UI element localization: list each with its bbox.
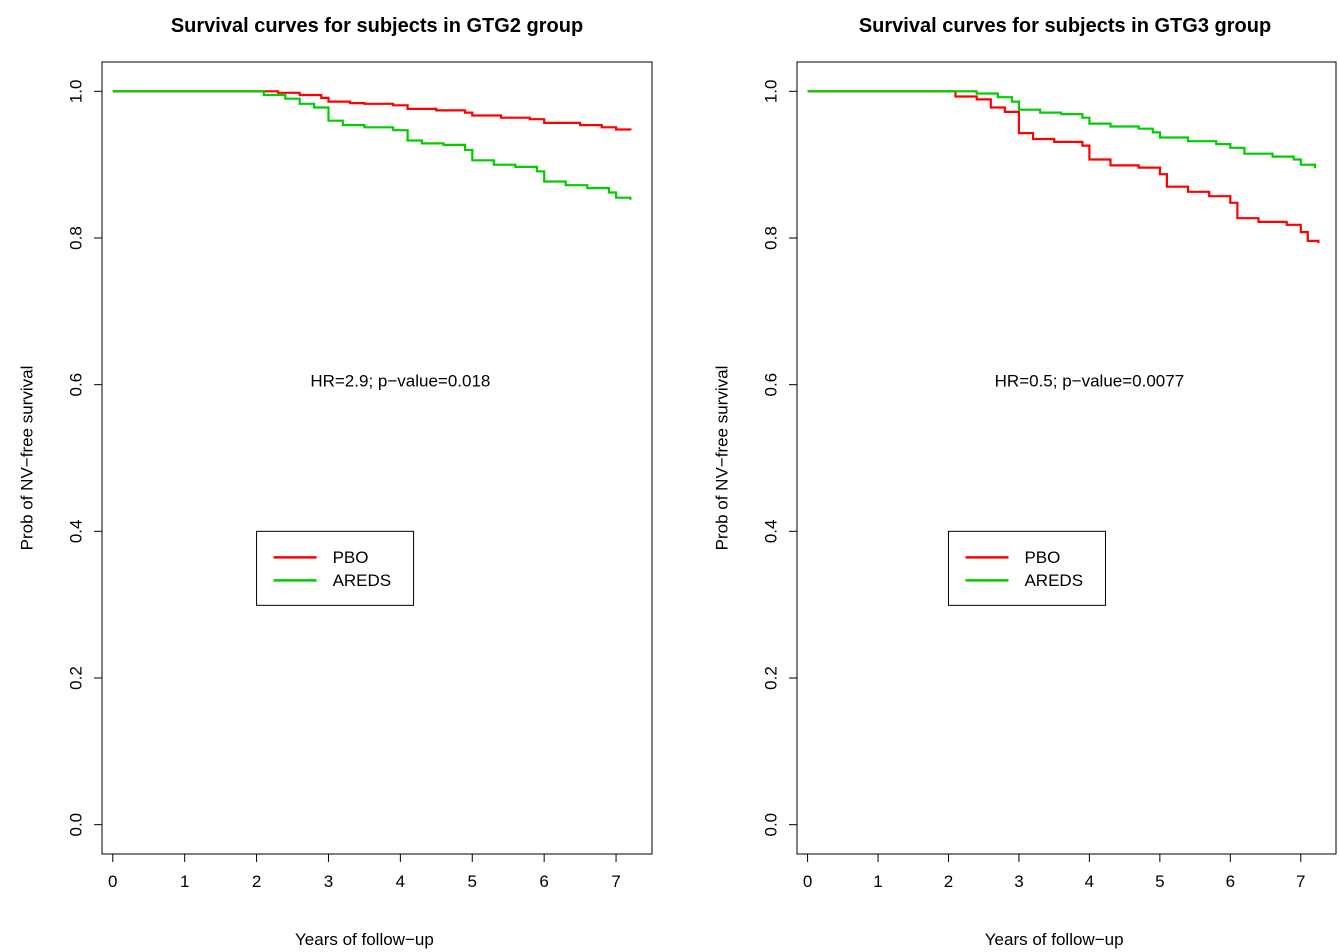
series-line-areds — [807, 90, 1316, 169]
x-tick-label: 4 — [1085, 872, 1094, 891]
y-tick-label: 0.4 — [762, 520, 781, 544]
legend-label: AREDS — [333, 571, 392, 590]
x-tick-label: 2 — [944, 872, 953, 891]
y-axis-title: Prob of NV−free survival — [18, 366, 37, 551]
annotation: HR=0.5; p−value=0.0077 — [995, 372, 1185, 391]
y-tick-label: 0.6 — [67, 373, 86, 397]
legend-label: PBO — [1024, 548, 1060, 567]
y-tick-label: 0.0 — [67, 813, 86, 837]
y-tick-label: 1.0 — [67, 80, 86, 104]
y-tick-label: 0.2 — [762, 666, 781, 690]
y-tick-label: 1.0 — [762, 80, 781, 104]
x-tick-label: 3 — [324, 872, 333, 891]
legend-box — [256, 530, 415, 606]
x-tick-label: 1 — [873, 872, 882, 891]
x-tick-label: 4 — [396, 872, 405, 891]
plot-frame — [796, 61, 1337, 855]
x-tick-label: 6 — [539, 872, 548, 891]
x-axis-title: Years of follow−up — [985, 930, 1124, 949]
x-tick-label: 5 — [1155, 872, 1164, 891]
x-tick-label: 5 — [468, 872, 477, 891]
y-tick-label: 0.0 — [762, 813, 781, 837]
x-tick-label: 7 — [1296, 872, 1305, 891]
x-tick-label: 1 — [180, 872, 189, 891]
x-axis: 0 1 2 3 4 5 6 7 — [108, 853, 621, 891]
chart-title: Survival curves for subjects in GTG3 gro… — [859, 15, 1271, 37]
x-tick-label: 7 — [611, 872, 620, 891]
y-tick-label: 0.4 — [67, 520, 86, 544]
x-tick-label: 3 — [1014, 872, 1023, 891]
series-line-areds — [112, 90, 632, 200]
plot-frame — [101, 61, 653, 855]
y-axis: 0.0 0.2 0.4 0.6 0.8 1.0 — [67, 80, 103, 837]
chart-panel-1: Survival curves for subjects in GTG2 gro… — [18, 15, 653, 949]
x-tick-label: 0 — [803, 872, 812, 891]
legend-box — [947, 530, 1106, 606]
y-axis: 0.0 0.2 0.4 0.6 0.8 1.0 — [762, 80, 798, 837]
y-tick-label: 0.8 — [762, 226, 781, 250]
y-tick-label: 0.8 — [67, 226, 86, 250]
chart-title: Survival curves for subjects in GTG2 gro… — [171, 15, 583, 37]
x-axis-title: Years of follow−up — [295, 930, 434, 949]
legend-label: PBO — [333, 548, 369, 567]
series-line-pbo — [807, 90, 1320, 244]
series-line-pbo — [112, 90, 632, 131]
y-tick-label: 0.2 — [67, 666, 86, 690]
annotation: HR=2.9; p−value=0.018 — [310, 372, 490, 391]
x-tick-label: 2 — [252, 872, 261, 891]
y-tick-label: 0.6 — [762, 373, 781, 397]
x-axis: 0 1 2 3 4 5 6 7 — [803, 853, 1306, 891]
y-axis-title: Prob of NV−free survival — [713, 366, 732, 551]
x-tick-label: 0 — [108, 872, 117, 891]
x-tick-label: 6 — [1226, 872, 1235, 891]
legend: PBO AREDS — [947, 530, 1106, 606]
legend-label: AREDS — [1024, 571, 1083, 590]
chart-panel-2: Survival curves for subjects in GTG3 gro… — [713, 15, 1337, 949]
legend: PBO AREDS — [256, 530, 415, 606]
